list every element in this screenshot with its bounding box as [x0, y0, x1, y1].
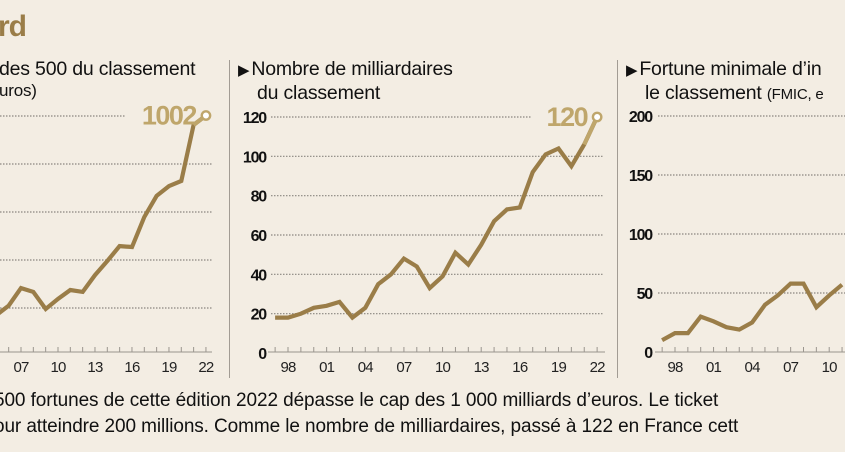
x-tick-label: 01 [706, 359, 722, 376]
panel-2-title-line1: Nombre de milliardaires [251, 58, 453, 80]
x-tick-label: 04 [745, 359, 761, 376]
panel-separator [229, 60, 230, 378]
x-tick-label: 13 [87, 359, 103, 376]
y-tick-label: 80 [251, 189, 268, 206]
series-line [661, 281, 844, 343]
end-value-label: 120 [547, 102, 588, 132]
y-tick-label: 60 [251, 228, 268, 245]
x-tick-label: 22 [590, 359, 606, 376]
x-tick-label: 13 [474, 359, 490, 376]
y-tick-label: 100 [629, 227, 653, 244]
y-tick-label: 0 [644, 345, 653, 362]
y-tick-label: 120 [243, 110, 267, 127]
panel-3-title-line2: le classement [645, 82, 767, 104]
x-tick-label: 22 [198, 359, 214, 376]
y-tick-label: 40 [251, 267, 268, 284]
x-tick-label: 04 [358, 359, 374, 376]
panel-1-title: des 500 du classement uros) [0, 58, 196, 102]
end-value-label: 1002 [142, 101, 197, 131]
chart-minimum-fortune: 0 50 100 150 200 98 01 04 07 10 [629, 109, 845, 376]
headline: rd [0, 10, 27, 43]
panel-3-title-line1: Fortune minimale d’in [639, 58, 822, 80]
end-point-marker [200, 110, 212, 121]
end-point-marker [591, 111, 603, 123]
panel-3-title-unit: (FMIC, e [766, 86, 824, 103]
x-tick-label: 07 [783, 359, 799, 376]
panel-2-title: ▶ Nombre de milliardaires du classement [238, 58, 453, 104]
x-tick-label: 19 [161, 359, 177, 376]
play-arrow-icon: ▶ [238, 62, 250, 79]
x-tick-label: 98 [280, 359, 296, 376]
x-tick-label: 98 [667, 359, 683, 376]
x-tick-label: 07 [13, 359, 29, 376]
panel-1-title-line1: des 500 du classement [0, 58, 196, 80]
x-tick-label: 16 [512, 359, 528, 376]
series-line [0, 113, 208, 315]
x-tick-label: 19 [551, 359, 567, 376]
panel-3-title: ▶ Fortune minimale d’in le classement (FM… [626, 58, 824, 106]
panel-2-title-line2: du classement [257, 82, 381, 104]
y-tick-label: 20 [251, 307, 268, 324]
panel-1-title-line2: uros) [0, 81, 37, 100]
x-tick-label: 10 [822, 359, 838, 376]
series-line [275, 116, 600, 321]
y-tick-label: 100 [243, 149, 267, 166]
y-tick-label: 50 [637, 286, 654, 303]
chart-billionaires-count: 0 20 40 60 80 100 120 98 01 04 07 10 13 16 19 22 120 [243, 102, 606, 376]
x-tick-label: 07 [396, 359, 412, 376]
x-tick-label: 10 [50, 359, 66, 376]
y-tick-label: 150 [629, 168, 653, 185]
caption-line-2: our atteindre 200 millions. Comme le nom… [0, 416, 739, 437]
panel-separator [617, 60, 618, 378]
y-tick-label: 0 [258, 346, 267, 363]
play-arrow-icon: ▶ [626, 62, 638, 79]
x-tick-label: 16 [124, 359, 140, 376]
chart-total-fortune: 07 10 13 16 19 22 1002 [0, 101, 215, 376]
caption-line-1: 500 fortunes de cette édition 2022 dépas… [0, 390, 719, 411]
caption: 500 fortunes de cette édition 2022 dépas… [0, 388, 738, 440]
x-tick-label: 10 [435, 359, 451, 376]
x-tick-label: 01 [319, 359, 335, 376]
y-tick-label: 200 [629, 109, 653, 126]
